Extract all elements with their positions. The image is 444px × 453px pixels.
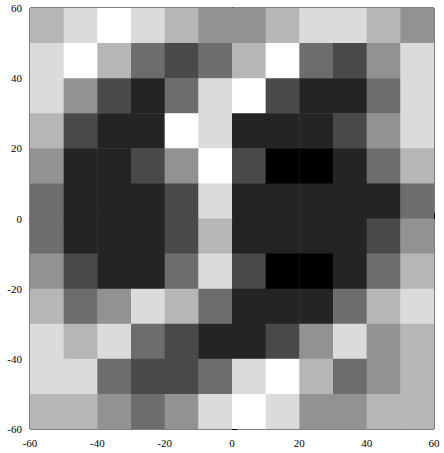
svg-text:60: 60 xyxy=(11,2,23,14)
svg-text:-60: -60 xyxy=(23,437,38,449)
svg-text:40: 40 xyxy=(11,72,23,84)
svg-text:20: 20 xyxy=(11,142,23,154)
svg-text:-40: -40 xyxy=(90,437,105,449)
svg-text:0: 0 xyxy=(17,213,23,225)
svg-text:0: 0 xyxy=(229,437,235,449)
svg-text:-60: -60 xyxy=(7,423,22,435)
svg-text:-40: -40 xyxy=(7,353,22,365)
svg-text:40: 40 xyxy=(361,437,373,449)
svg-text:60: 60 xyxy=(429,437,441,449)
svg-text:-20: -20 xyxy=(7,283,22,295)
svg-text:20: 20 xyxy=(294,437,306,449)
svg-text:-20: -20 xyxy=(157,437,172,449)
